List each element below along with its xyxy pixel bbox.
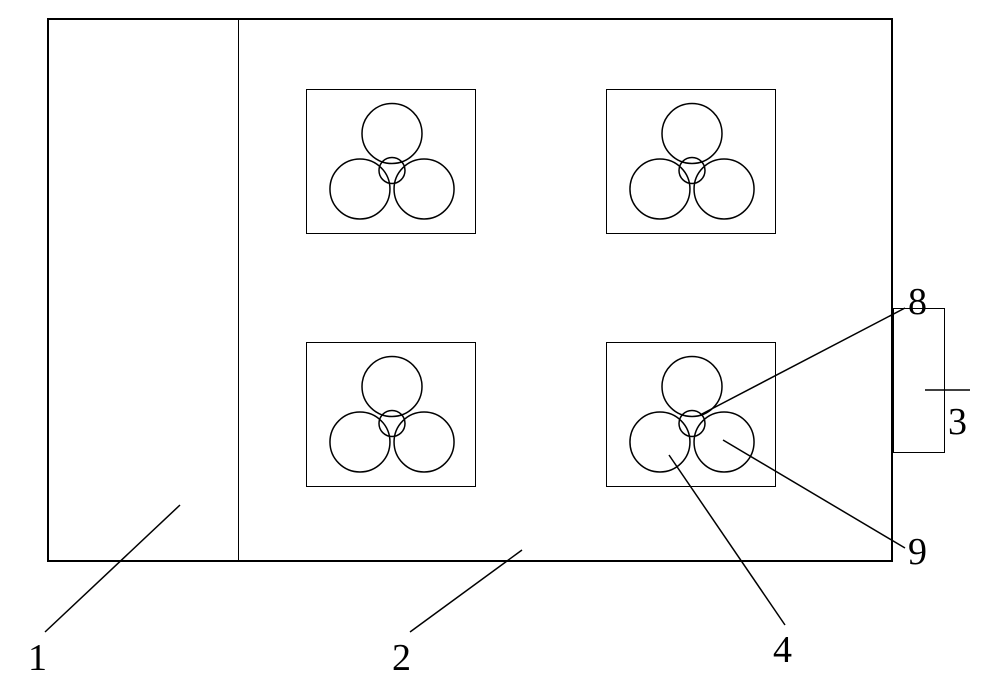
callout-line-8	[700, 308, 905, 415]
callout-label-2: 2	[392, 636, 411, 680]
callout-label-9: 9	[908, 530, 927, 574]
callout-label-1: 1	[28, 636, 47, 680]
callout-label-8: 8	[908, 280, 927, 324]
callout-line-1	[45, 505, 180, 632]
callout-label-4: 4	[773, 628, 792, 672]
callout-line-4	[669, 455, 785, 625]
callout-overlay	[0, 0, 1000, 691]
callout-line-2	[410, 550, 522, 632]
callout-line-9	[723, 440, 905, 548]
callout-label-3: 3	[948, 400, 967, 444]
